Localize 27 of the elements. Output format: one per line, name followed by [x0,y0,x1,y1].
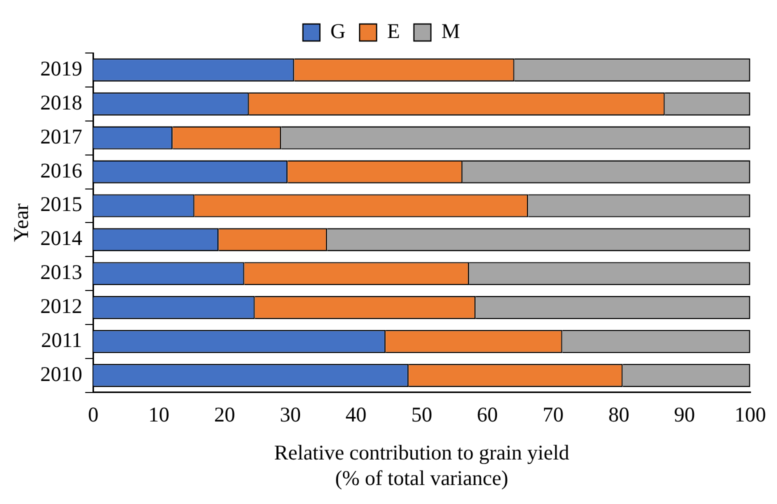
x-tick-label: 80 [608,402,630,427]
y-tick-label: 2013 [40,260,82,284]
y-tick-label: 2011 [40,328,82,352]
x-tick-label: 100 [734,402,766,427]
x-tick-label: 30 [280,402,301,427]
y-tick-label: 2019 [40,56,82,80]
text: (% of total variance) [335,466,508,490]
y-tick-label: 2012 [40,294,82,318]
x-tick-label: 10 [148,402,170,427]
y-tick-label: 2017 [40,124,82,148]
x-tick-label: 50 [411,402,432,427]
y-tick-label: 2014 [40,226,83,250]
x-tick-label: 40 [346,402,367,427]
legend-label: G [330,19,346,44]
x-tick-label: 0 [88,402,98,427]
x-tick-label: 20 [214,402,236,427]
x-tick-label: 60 [476,402,498,427]
x-tick-label: 90 [674,402,696,427]
legend-label: E [387,19,400,44]
x-tick-label: 70 [542,402,564,427]
y-tick-label: 2016 [40,158,82,182]
y-tick-label: 2010 [40,362,82,386]
text: Relative contribution to grain yield [274,440,570,465]
y-tick-label: 2015 [40,192,82,216]
y-tick-label: 2018 [40,90,82,114]
legend-label: M [441,19,460,44]
y-axis-title: Year [9,203,34,242]
